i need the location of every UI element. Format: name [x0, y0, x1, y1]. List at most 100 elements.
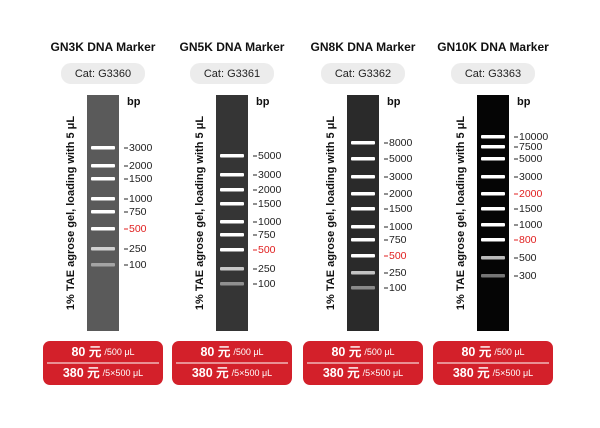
- cat-number: Cat: G3362: [335, 68, 391, 80]
- band: [351, 254, 375, 258]
- cat-pill: [190, 63, 274, 84]
- cat-pill: [61, 63, 145, 84]
- band: [91, 247, 115, 251]
- band-label: 1000: [389, 221, 413, 233]
- band: [481, 157, 505, 161]
- band-label: 750: [389, 234, 407, 246]
- price-unit: /5×500 μL: [232, 368, 272, 378]
- band: [481, 256, 505, 260]
- price-unit: /500 μL: [233, 347, 263, 357]
- band: [351, 192, 375, 196]
- price-amount: 80 元: [200, 345, 230, 359]
- band-label: 5000: [258, 150, 282, 162]
- band-label: 5000: [519, 153, 543, 165]
- price-unit: /500 μL: [494, 347, 524, 357]
- product-title: GN5K DNA Marker: [180, 40, 285, 54]
- band: [481, 207, 505, 211]
- price-unit: /500 μL: [104, 347, 134, 357]
- price: 80 元/500 μL: [71, 345, 134, 359]
- band-label: 250: [258, 263, 276, 275]
- product-title: GN8K DNA Marker: [311, 40, 416, 54]
- band-label: 1000: [519, 219, 543, 231]
- band-label: 800: [519, 234, 537, 246]
- gel-note: 1% TAE agrose gel, loading with 5 μL: [65, 116, 77, 310]
- band: [91, 177, 115, 181]
- product-title: GN10K DNA Marker: [437, 40, 549, 54]
- price: 80 元/500 μL: [331, 345, 394, 359]
- cat-number: Cat: G3361: [204, 68, 260, 80]
- band-label: 7500: [519, 141, 543, 153]
- band: [220, 267, 244, 271]
- band: [220, 202, 244, 206]
- band-label: 300: [519, 270, 537, 282]
- band: [351, 207, 375, 211]
- gel: [477, 95, 509, 331]
- band-label: 250: [129, 243, 147, 255]
- band-label: 100: [389, 282, 407, 294]
- band: [91, 210, 115, 214]
- band: [481, 145, 505, 149]
- band: [220, 154, 244, 158]
- price-amount: 380 元: [453, 366, 490, 380]
- band-label: 750: [258, 229, 276, 241]
- band-label: 3000: [258, 169, 282, 181]
- band: [351, 141, 375, 145]
- band: [91, 164, 115, 168]
- band-label: 500: [389, 250, 407, 262]
- band: [351, 157, 375, 161]
- band-label: 100: [258, 278, 276, 290]
- band: [91, 263, 115, 267]
- band: [220, 282, 244, 286]
- band-label: 1500: [519, 203, 543, 215]
- band-label: 3000: [389, 171, 413, 183]
- price: 380 元/5×500 μL: [323, 366, 403, 380]
- gel-note: 1% TAE agrose gel, loading with 5 μL: [325, 116, 337, 310]
- cat-pill: [321, 63, 405, 84]
- band: [91, 227, 115, 231]
- band-label: 8000: [389, 137, 413, 149]
- price-unit: /500 μL: [364, 347, 394, 357]
- product-panel: GN5K DNA Marker Cat: G3361 bp 1% TAE agrose…: [172, 40, 292, 385]
- band-label: 3000: [129, 142, 153, 154]
- band: [481, 175, 505, 179]
- band-label: 1000: [129, 193, 153, 205]
- band: [91, 146, 115, 150]
- price-amount: 380 元: [63, 366, 100, 380]
- band-label: 1000: [258, 216, 282, 228]
- band: [481, 135, 505, 139]
- price: 380 元/5×500 μL: [63, 366, 143, 380]
- band-label: 750: [129, 206, 147, 218]
- price-amount: 80 元: [71, 345, 101, 359]
- unit-label: bp: [256, 96, 270, 108]
- band-label: 1500: [129, 173, 153, 185]
- price: 380 元/5×500 μL: [453, 366, 533, 380]
- band-label: 10000: [519, 131, 548, 143]
- price: 80 元/500 μL: [200, 345, 263, 359]
- band: [481, 223, 505, 227]
- price-amount: 380 元: [323, 366, 360, 380]
- unit-label: bp: [387, 96, 401, 108]
- band: [91, 197, 115, 201]
- product-panel: GN10K DNA Marker Cat: G3363 bp 1% TAE agros…: [433, 40, 553, 385]
- band-label: 2000: [129, 160, 153, 172]
- band: [351, 271, 375, 275]
- cat-number: Cat: G3363: [465, 68, 521, 80]
- band-label: 2000: [519, 188, 543, 200]
- band-label: 3000: [519, 171, 543, 183]
- price: 380 元/5×500 μL: [192, 366, 272, 380]
- price-unit: /5×500 μL: [493, 368, 533, 378]
- price-amount: 380 元: [192, 366, 229, 380]
- gel-note: 1% TAE agrose gel, loading with 5 μL: [194, 116, 206, 310]
- band: [351, 225, 375, 229]
- product-panel: GN8K DNA Marker Cat: G3362 bp 1% TAE agrose…: [303, 40, 423, 385]
- price-unit: /5×500 μL: [103, 368, 143, 378]
- band-label: 250: [389, 267, 407, 279]
- band: [481, 238, 505, 242]
- band: [220, 248, 244, 252]
- gel: [347, 95, 379, 331]
- cat-pill: [451, 63, 535, 84]
- band-label: 5000: [389, 153, 413, 165]
- band: [481, 274, 505, 278]
- band: [220, 173, 244, 177]
- band-label: 100: [129, 259, 147, 271]
